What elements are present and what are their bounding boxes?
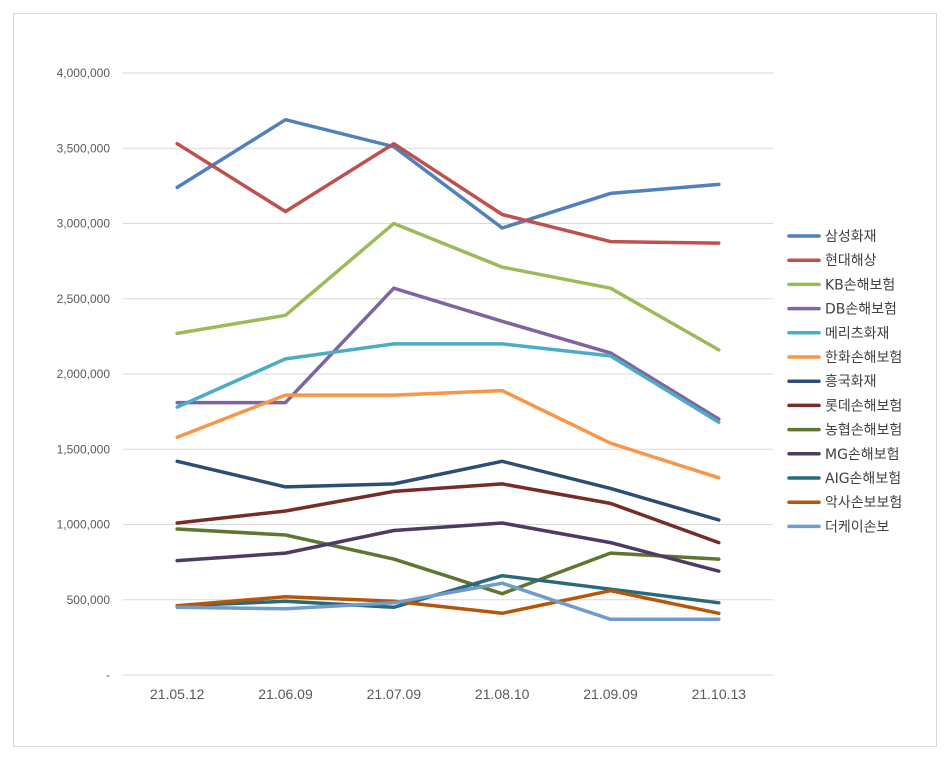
y-tick-label: 3,000,000 xyxy=(57,217,111,231)
series-line-7 xyxy=(175,482,721,545)
gridlines xyxy=(123,72,773,676)
series-line-5 xyxy=(175,388,721,480)
legend-label: MG손해보험 xyxy=(825,447,899,463)
series-line-8 xyxy=(175,527,721,596)
legend-label: 현대해상 xyxy=(825,253,877,269)
y-tick-label: 2,500,000 xyxy=(57,292,111,306)
series-line-12 xyxy=(175,581,721,622)
series-line-1 xyxy=(175,141,721,245)
y-tick-label: 3,500,000 xyxy=(57,141,111,155)
x-tick-label: 21.07.09 xyxy=(367,686,422,702)
series-line-4 xyxy=(175,342,721,424)
x-tick-label: 21.06.09 xyxy=(258,686,313,702)
series-line-0 xyxy=(175,117,721,230)
series-line-6 xyxy=(175,459,721,522)
y-tick-label: 1,000,000 xyxy=(57,518,111,532)
legend-label: 한화손해보험 xyxy=(825,350,902,366)
legend-label: 악사손보보험 xyxy=(825,495,902,511)
y-tick-label: 500,000 xyxy=(67,593,111,607)
legend-label: KB손해보험 xyxy=(825,277,895,293)
y-tick-label: - xyxy=(106,668,110,682)
x-tick-label: 21.08.10 xyxy=(475,686,530,702)
legend-label: 흥국화재 xyxy=(825,374,877,390)
y-axis: - 500,000 1,000,000 1,500,000 2,000,000 2,500… xyxy=(57,66,111,682)
x-tick-label: 21.09.09 xyxy=(583,686,638,702)
legend-label: 더케이손보 xyxy=(825,519,890,535)
legend-label: 농협손해보험 xyxy=(825,423,902,439)
x-tick-label: 21.10.13 xyxy=(692,686,747,702)
legend-label: AIG손해보험 xyxy=(825,471,901,487)
series-line-3 xyxy=(175,286,721,421)
series-line-2 xyxy=(175,221,721,352)
legend-label: 메리츠화재 xyxy=(825,326,889,342)
series-line-9 xyxy=(175,521,721,573)
series-line-11 xyxy=(175,588,721,616)
chart-frame xyxy=(13,13,937,747)
series-lines xyxy=(175,117,721,622)
legend-label: 롯데손해보험 xyxy=(825,398,902,414)
y-tick-label: 4,000,000 xyxy=(57,66,111,80)
legend-label: 삼성화재 xyxy=(825,229,877,245)
x-axis: 21.05.12 21.06.09 21.07.09 21.08.10 21.09.09… xyxy=(150,686,746,702)
y-tick-label: 2,000,000 xyxy=(57,367,111,381)
legend-label: DB손해보험 xyxy=(825,302,897,318)
y-tick-label: 1,500,000 xyxy=(57,442,111,456)
x-tick-label: 21.05.12 xyxy=(150,686,205,702)
